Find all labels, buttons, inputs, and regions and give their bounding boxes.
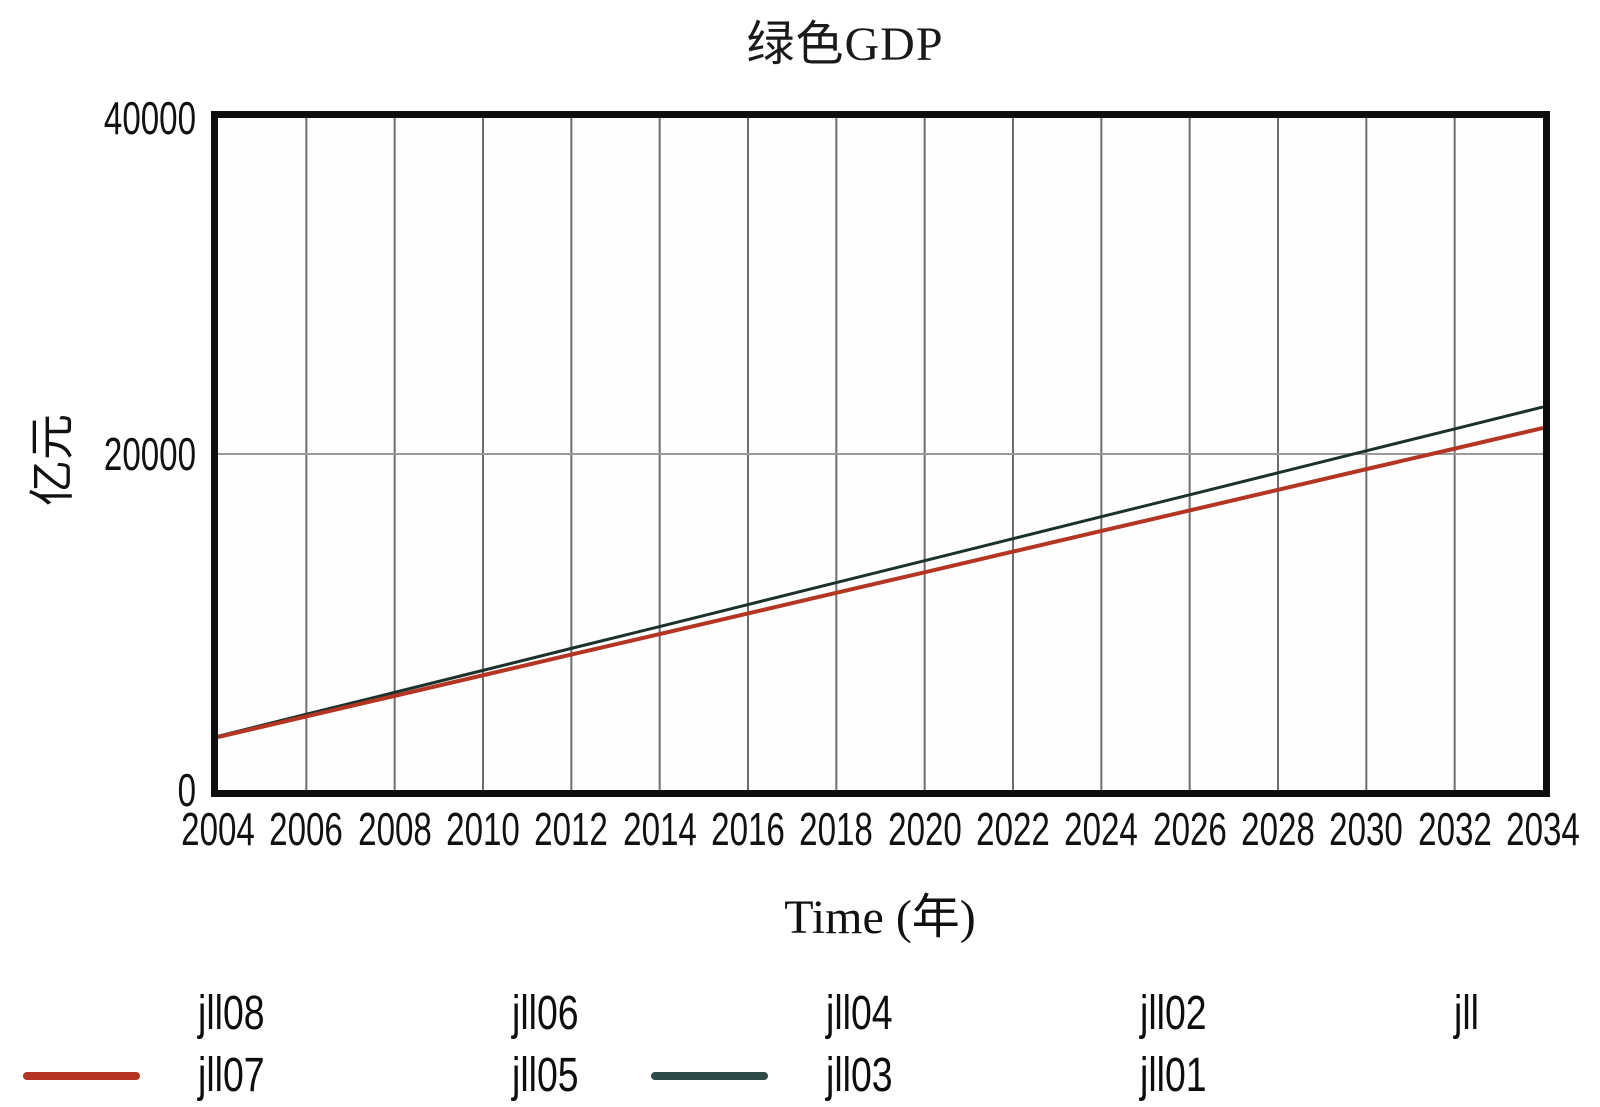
x-axis-tick-label: 2006 — [269, 803, 344, 855]
series-line-jll07 — [218, 426, 1543, 740]
legend-item-jll07: jll07 — [198, 1049, 265, 1102]
y-axis-tick-label: 0 — [177, 764, 196, 816]
legend-item-jll06: jll06 — [512, 987, 579, 1040]
legend-item-jll: jll — [1454, 987, 1479, 1040]
x-axis-tick-label: 2016 — [711, 803, 785, 855]
x-axis-tick-label: 2026 — [1152, 803, 1227, 855]
chart-canvas — [218, 118, 1543, 790]
x-axis-tick-label: 2034 — [1506, 803, 1580, 855]
x-axis-title: Time (年) — [784, 891, 976, 944]
x-axis-tick-label: 2030 — [1329, 803, 1404, 855]
legend-item-jll01: jll01 — [1140, 1049, 1207, 1102]
legend-swatch-jll03 — [651, 1072, 768, 1080]
x-axis-tick-label: 2010 — [446, 803, 520, 855]
y-axis-tick-label: 20000 — [103, 428, 196, 480]
legend-item-jll03: jll03 — [826, 1049, 893, 1102]
plot-area — [211, 111, 1550, 797]
x-axis-tick-label: 2014 — [622, 803, 697, 855]
legend-item-jll05: jll05 — [512, 1049, 579, 1102]
legend-item-jll04: jll04 — [826, 987, 893, 1040]
x-axis-tick-label: 2004 — [181, 803, 255, 855]
y-axis-tick-label: 40000 — [103, 92, 196, 144]
x-axis-tick-label: 2022 — [976, 803, 1050, 855]
y-axis-title: 亿元 — [26, 414, 78, 506]
x-axis-tick-label: 2024 — [1064, 803, 1139, 855]
chart-title: 绿色GDP — [746, 18, 944, 71]
x-axis-tick-label: 2032 — [1417, 803, 1492, 855]
legend-item-jll02: jll02 — [1140, 987, 1207, 1040]
x-axis-tick-label: 2018 — [799, 803, 874, 855]
x-axis-tick-label: 2008 — [357, 803, 432, 855]
legend-item-jll08: jll08 — [198, 987, 265, 1040]
x-axis-tick-label: 2012 — [534, 803, 609, 855]
x-axis-tick-label: 2028 — [1241, 803, 1315, 855]
x-axis-tick-label: 2020 — [887, 803, 962, 855]
series-line-jll03 — [218, 405, 1543, 738]
legend-swatch-jll07 — [23, 1072, 140, 1080]
